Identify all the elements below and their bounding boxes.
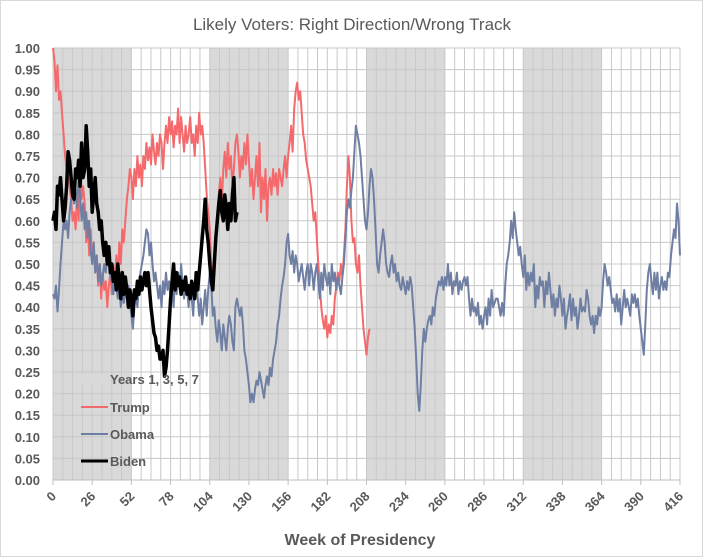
series-line-obama [52,124,681,412]
x-axis-label: Week of Presidency [285,532,436,549]
y-axis-ticks: 0.00 0.05 0.10 0.15 0.20 0.25 0.30 0.35 0.40 0.45… [15,41,40,488]
x-tick-label: 364 [582,488,608,514]
x-tick-label: 286 [464,489,490,515]
y-tick-label: 0.90 [15,84,40,99]
x-axis-ticks: 0 26 52 78 104 130 156 182 208 234 260 286 312 338 364… [43,480,686,514]
legend-label-trump: Trump [110,400,150,415]
x-tick-label: 234 [386,488,412,514]
y-tick-label: 0.05 [15,451,40,466]
y-tick-label: 0.00 [15,473,40,488]
x-tick-label: 104 [190,488,216,514]
x-tick-label: 416 [660,489,686,515]
x-tick-label: 182 [307,489,333,515]
y-tick-label: 0.20 [15,387,40,402]
y-tick-label: 0.45 [15,279,40,294]
y-tick-label: 0.55 [15,235,40,250]
y-tick-label: 0.30 [15,343,40,358]
x-tick-label: 26 [77,489,98,510]
legend: Years 1, 3, 5, 7 Trump Obama Biden [81,372,199,469]
legend-label-years: Years 1, 3, 5, 7 [110,372,199,387]
x-tick-label: 52 [117,489,138,510]
y-tick-label: 0.40 [15,300,40,315]
chart-title: Likely Voters: Right Direction/Wrong Tra… [193,15,512,34]
y-tick-label: 0.75 [15,149,40,164]
y-tick-label: 0.70 [15,171,40,186]
y-tick-label: 0.95 [15,63,40,78]
legend-swatch-years [82,374,108,385]
x-tick-label: 130 [229,489,255,515]
x-tick-label: 156 [268,489,294,515]
x-tick-label: 208 [347,489,373,515]
legend-label-obama: Obama [110,427,155,442]
y-tick-label: 0.80 [15,127,40,142]
gridlines [52,47,681,481]
x-tick-label: 312 [503,489,529,515]
x-tick-label: 78 [156,489,177,510]
y-tick-label: 0.25 [15,365,40,380]
x-tick-label: 390 [621,489,647,515]
y-tick-label: 0.65 [15,192,40,207]
y-tick-label: 0.60 [15,214,40,229]
y-tick-label: 1.00 [15,41,40,56]
y-tick-label: 0.35 [15,322,40,337]
series-lines [51,47,681,412]
y-tick-label: 0.50 [15,257,40,272]
legend-label-biden: Biden [110,454,146,469]
x-tick-label: 338 [543,489,569,515]
y-tick-label: 0.85 [15,106,40,121]
x-tick-label: 0 [43,489,59,505]
x-tick-label: 260 [425,489,451,515]
y-tick-label: 0.15 [15,408,40,423]
series-line-biden [51,124,239,379]
y-tick-label: 0.10 [15,430,40,445]
